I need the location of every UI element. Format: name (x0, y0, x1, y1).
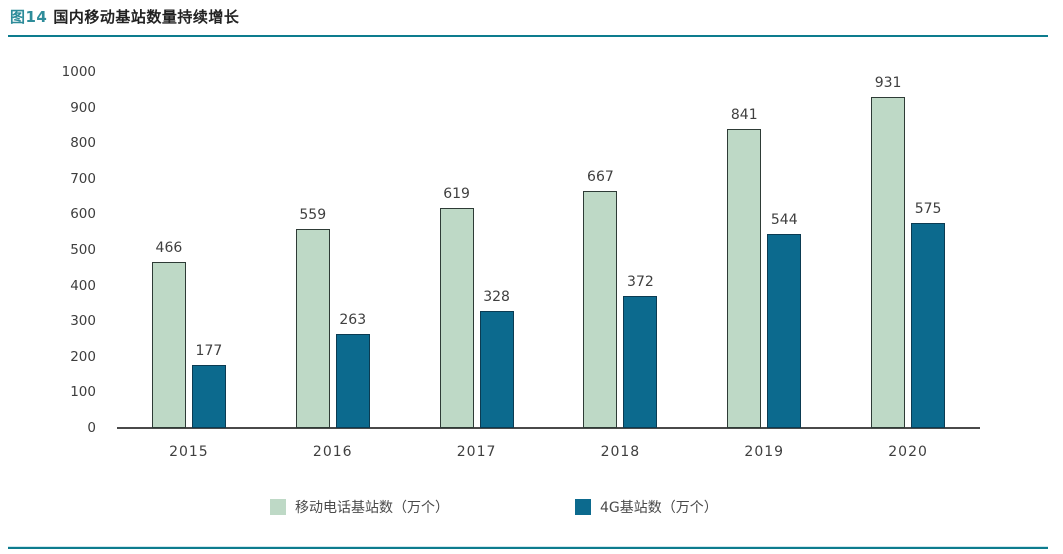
y-axis-tick-label: 400 (70, 277, 96, 294)
y-axis-tick-label: 200 (70, 348, 96, 365)
x-axis-category-label: 2018 (600, 444, 641, 460)
bar-2015-series-0 (151, 262, 186, 428)
bar-value-label: 559 (299, 206, 327, 223)
bar-value-label: 544 (770, 212, 798, 229)
figure-number-label: 图14 (10, 8, 48, 26)
y-axis-tick-label: 800 (70, 135, 96, 152)
bar-value-label: 841 (730, 106, 758, 123)
bar-value-label: 931 (874, 74, 902, 91)
bar-2018-series-1 (623, 295, 658, 428)
bar-2019-series-1 (767, 234, 802, 428)
bottom-divider-line (8, 546, 1048, 549)
top-divider-line (8, 35, 1048, 37)
legend-label: 4G基站数（万个） (600, 500, 718, 516)
x-axis-category-label: 2016 (312, 444, 353, 460)
y-axis-tick-label: 100 (70, 384, 96, 401)
bar-value-label: 263 (339, 312, 367, 329)
bar-value-label: 466 (155, 240, 183, 257)
bar-value-label: 575 (914, 201, 942, 218)
x-axis-category-label: 2017 (456, 444, 497, 460)
x-axis-category-label: 2019 (744, 444, 785, 460)
y-axis-tick-label: 900 (70, 99, 96, 116)
x-axis-line (117, 427, 980, 429)
x-axis-category-label: 2015 (169, 444, 209, 460)
bar-value-label: 667 (587, 168, 614, 185)
bar-2016-series-1 (335, 334, 370, 428)
legend-label: 移动电话基站数（万个） (295, 500, 449, 516)
bar-2018-series-0 (583, 190, 618, 428)
bar-2020-series-1 (911, 223, 946, 428)
legend-item-series-0: 移动电话基站数（万个） (270, 498, 449, 516)
legend-swatch-icon (575, 499, 591, 515)
bar-2017-series-0 (439, 207, 474, 428)
y-axis-tick-label: 1000 (61, 64, 96, 80)
bar-2019-series-0 (727, 128, 762, 428)
bar-value-label: 328 (483, 289, 510, 306)
y-axis-tick-label: 0 (87, 420, 96, 436)
bar-2015-series-1 (191, 364, 226, 428)
bar-2020-series-0 (871, 96, 906, 428)
y-axis-tick-label: 600 (70, 206, 96, 223)
figure-title-text: 国内移动基站数量持续增长 (53, 8, 240, 26)
y-axis-tick-label: 700 (70, 170, 96, 187)
bar-2017-series-1 (479, 311, 514, 428)
x-axis-category-label: 2020 (888, 444, 928, 460)
y-axis-tick-label: 300 (70, 313, 96, 330)
figure-title: 图14 国内移动基站数量持续增长 (10, 6, 239, 27)
legend-swatch-icon (270, 499, 286, 515)
bar-value-label: 619 (443, 185, 470, 202)
bar-value-label: 177 (195, 342, 223, 359)
legend-item-series-1: 4G基站数（万个） (575, 498, 718, 516)
y-axis-tick-label: 500 (70, 242, 96, 258)
bar-2016-series-0 (295, 228, 330, 428)
bar-value-label: 372 (627, 273, 654, 290)
